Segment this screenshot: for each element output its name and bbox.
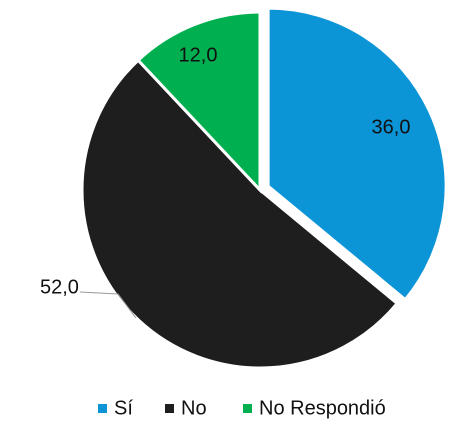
legend-label: No Respondió (259, 397, 386, 419)
pie-slice (80, 58, 400, 370)
legend-swatch (243, 404, 252, 413)
data-label: 52,0 (40, 276, 79, 298)
legend-swatch (98, 404, 107, 413)
data-label: 36,0 (372, 116, 411, 138)
legend-label: Sí (114, 397, 133, 419)
data-label: 12,0 (179, 44, 218, 66)
pie-slice (136, 10, 262, 194)
leader-line (79, 291, 137, 319)
pie-slice (266, 6, 448, 302)
legend-swatch (165, 404, 174, 413)
legend-label: No (181, 397, 207, 419)
